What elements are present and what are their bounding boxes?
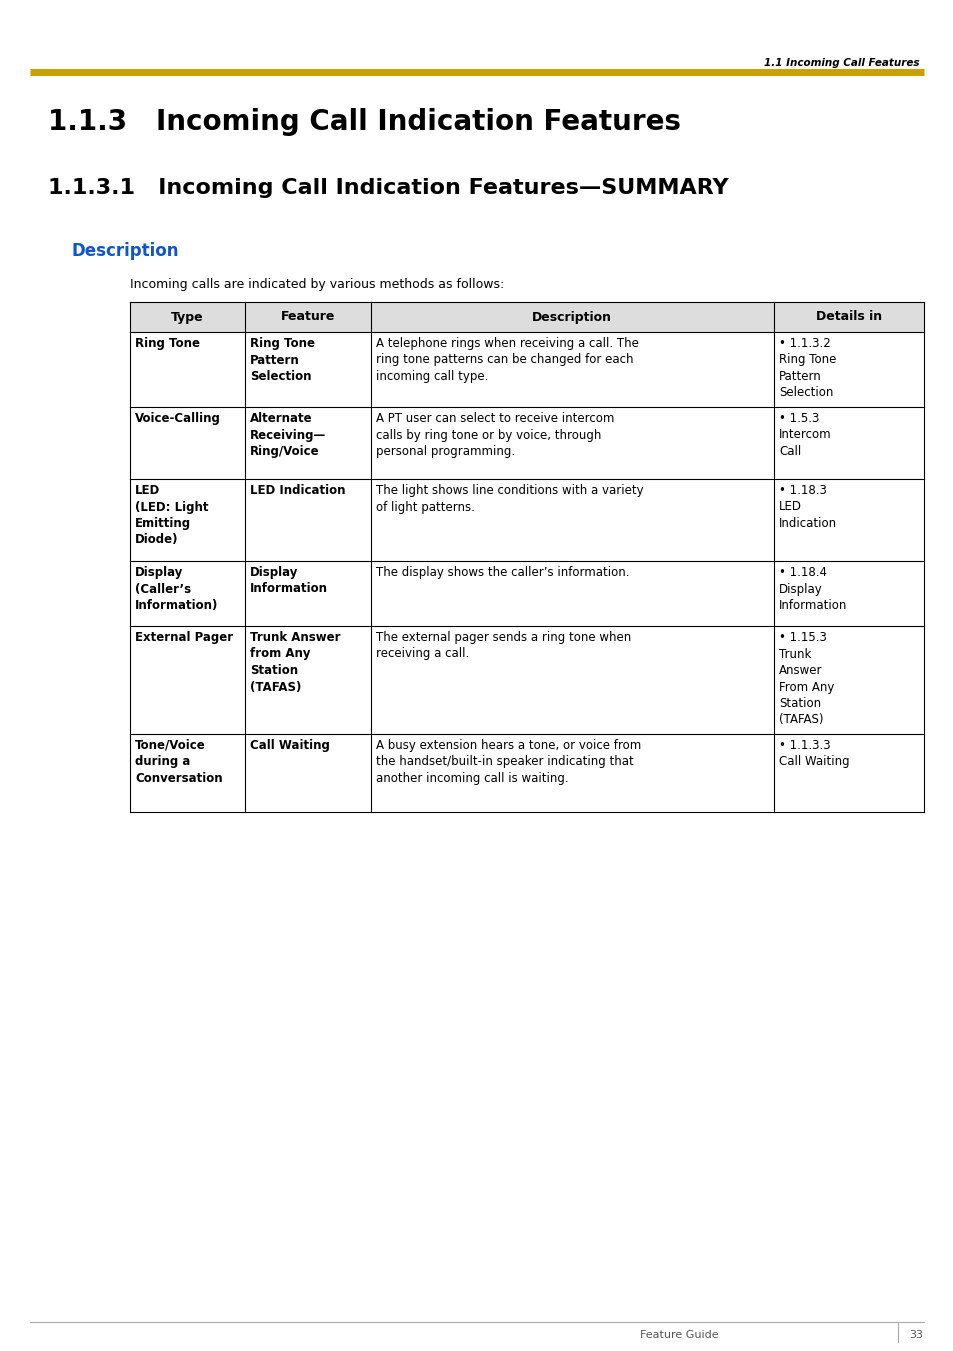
Text: The external pager sends a ring tone when
receiving a call.: The external pager sends a ring tone whe… <box>375 631 630 661</box>
Text: Alternate
Receiving—
Ring/Voice: Alternate Receiving— Ring/Voice <box>250 412 326 458</box>
Text: • 1.1.3.3
Call Waiting: • 1.1.3.3 Call Waiting <box>778 739 849 769</box>
Text: The light shows line conditions with a variety
of light patterns.: The light shows line conditions with a v… <box>375 484 642 513</box>
Text: External Pager: External Pager <box>135 631 233 644</box>
Text: Description: Description <box>71 242 179 259</box>
Text: Display
(Caller’s
Information): Display (Caller’s Information) <box>135 566 218 612</box>
Text: A busy extension hears a tone, or voice from
the handset/built-in speaker indica: A busy extension hears a tone, or voice … <box>375 739 640 785</box>
Text: Ring Tone: Ring Tone <box>135 336 200 350</box>
Text: Details in: Details in <box>815 311 882 323</box>
Text: • 1.18.4
Display
Information: • 1.18.4 Display Information <box>778 566 846 612</box>
Text: 1.1.3.1   Incoming Call Indication Features—SUMMARY: 1.1.3.1 Incoming Call Indication Feature… <box>48 178 728 199</box>
Text: Call Waiting: Call Waiting <box>250 739 330 753</box>
Text: • 1.1.3.2
Ring Tone
Pattern
Selection: • 1.1.3.2 Ring Tone Pattern Selection <box>778 336 836 400</box>
Text: Ring Tone
Pattern
Selection: Ring Tone Pattern Selection <box>250 336 314 382</box>
Text: Voice-Calling: Voice-Calling <box>135 412 221 426</box>
Text: Tone/Voice
during a
Conversation: Tone/Voice during a Conversation <box>135 739 222 785</box>
Text: Type: Type <box>172 311 204 323</box>
Text: • 1.15.3
Trunk
Answer
From Any
Station
(TAFAS): • 1.15.3 Trunk Answer From Any Station (… <box>778 631 834 727</box>
Text: 1.1 Incoming Call Features: 1.1 Incoming Call Features <box>763 58 919 68</box>
Text: Feature Guide: Feature Guide <box>639 1329 718 1340</box>
Text: 1.1.3   Incoming Call Indication Features: 1.1.3 Incoming Call Indication Features <box>48 108 680 136</box>
Text: 33: 33 <box>908 1329 923 1340</box>
Text: • 1.18.3
LED
Indication: • 1.18.3 LED Indication <box>778 484 836 530</box>
Text: LED
(LED: Light
Emitting
Diode): LED (LED: Light Emitting Diode) <box>135 484 209 547</box>
Text: Display
Information: Display Information <box>250 566 328 596</box>
Text: Incoming calls are indicated by various methods as follows:: Incoming calls are indicated by various … <box>130 278 504 290</box>
Text: Feature: Feature <box>280 311 335 323</box>
Text: Trunk Answer
from Any
Station
(TAFAS): Trunk Answer from Any Station (TAFAS) <box>250 631 340 693</box>
Text: A telephone rings when receiving a call. The
ring tone patterns can be changed f: A telephone rings when receiving a call.… <box>375 336 638 382</box>
Text: • 1.5.3
Intercom
Call: • 1.5.3 Intercom Call <box>778 412 831 458</box>
Text: Description: Description <box>532 311 612 323</box>
Text: The display shows the caller’s information.: The display shows the caller’s informati… <box>375 566 628 580</box>
Bar <box>130 303 923 332</box>
Text: LED Indication: LED Indication <box>250 484 345 497</box>
Text: A PT user can select to receive intercom
calls by ring tone or by voice, through: A PT user can select to receive intercom… <box>375 412 614 458</box>
